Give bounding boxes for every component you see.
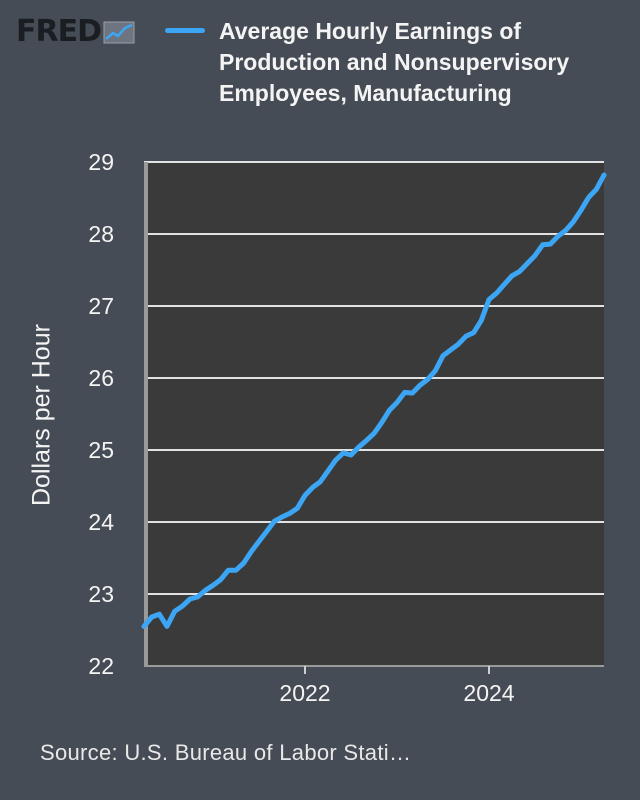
- data-point: [341, 451, 345, 455]
- data-point: [587, 195, 591, 199]
- data-point: [242, 561, 246, 565]
- data-point: [403, 390, 407, 394]
- data-point: [387, 408, 391, 412]
- y-tick-label: 27: [88, 293, 114, 319]
- data-point: [150, 615, 154, 619]
- data-point: [219, 578, 223, 582]
- y-tick-label: 25: [88, 437, 114, 463]
- data-point: [211, 583, 215, 587]
- data-point: [357, 445, 361, 449]
- data-point: [472, 331, 476, 335]
- data-point: [288, 511, 292, 515]
- data-point: [196, 595, 200, 599]
- data-point: [541, 243, 545, 247]
- data-point: [372, 431, 376, 435]
- logo-text: FRED: [16, 14, 102, 49]
- data-point: [449, 348, 453, 352]
- data-point: [364, 439, 368, 443]
- data-point: [518, 269, 522, 273]
- data-point: [295, 506, 299, 510]
- data-point: [426, 377, 430, 381]
- data-point: [594, 187, 598, 191]
- data-point: [464, 334, 468, 338]
- data-point: [157, 612, 161, 616]
- data-point: [180, 604, 184, 608]
- y-tick-label: 23: [88, 581, 114, 607]
- data-point: [188, 597, 192, 601]
- data-point: [525, 262, 529, 266]
- data-point: [533, 254, 537, 258]
- data-point: [410, 391, 414, 395]
- x-tick-label: 2022: [279, 680, 330, 706]
- fred-logo[interactable]: FRED: [16, 14, 135, 49]
- data-point: [303, 493, 307, 497]
- legend-label: Average Hourly Earnings of Production an…: [219, 18, 570, 106]
- data-point: [334, 458, 338, 462]
- data-point: [326, 469, 330, 473]
- data-point: [203, 588, 207, 592]
- data-point: [479, 318, 483, 322]
- data-point: [433, 369, 437, 373]
- data-point: [441, 354, 445, 358]
- data-point: [142, 624, 146, 628]
- source-note[interactable]: Source: U.S. Bureau of Labor Stati…: [40, 740, 412, 765]
- data-point: [380, 421, 384, 425]
- y-tick-label: 26: [88, 365, 114, 391]
- data-point: [495, 291, 499, 295]
- data-point: [173, 609, 177, 613]
- data-point: [602, 173, 606, 177]
- y-tick-label: 24: [88, 509, 114, 535]
- data-point: [418, 383, 422, 387]
- line-chart-icon: [103, 21, 135, 43]
- data-point: [456, 342, 460, 346]
- data-point: [548, 242, 552, 246]
- data-point: [579, 208, 583, 212]
- data-point: [556, 234, 560, 238]
- plot-area: [144, 162, 604, 666]
- data-point: [571, 220, 575, 224]
- data-point: [257, 539, 261, 543]
- data-point: [564, 228, 568, 232]
- data-point: [272, 519, 276, 523]
- data-point: [395, 400, 399, 404]
- data-point: [510, 274, 514, 278]
- data-point: [487, 298, 491, 302]
- y-tick-label: 22: [88, 653, 114, 679]
- data-point: [234, 568, 238, 572]
- chart-legend: Average Hourly Earnings of Production an…: [165, 16, 595, 109]
- data-point: [265, 529, 269, 533]
- data-point: [249, 550, 253, 554]
- data-point: [349, 453, 353, 457]
- data-point: [311, 485, 315, 489]
- legend-swatch: [165, 28, 205, 33]
- data-point: [226, 568, 230, 572]
- x-tick-label: 2024: [463, 680, 514, 706]
- y-tick-label: 28: [88, 221, 114, 247]
- y-tick-label: 29: [88, 149, 114, 175]
- data-point: [502, 282, 506, 286]
- data-point: [318, 480, 322, 484]
- data-point: [165, 624, 169, 628]
- data-point: [280, 515, 284, 519]
